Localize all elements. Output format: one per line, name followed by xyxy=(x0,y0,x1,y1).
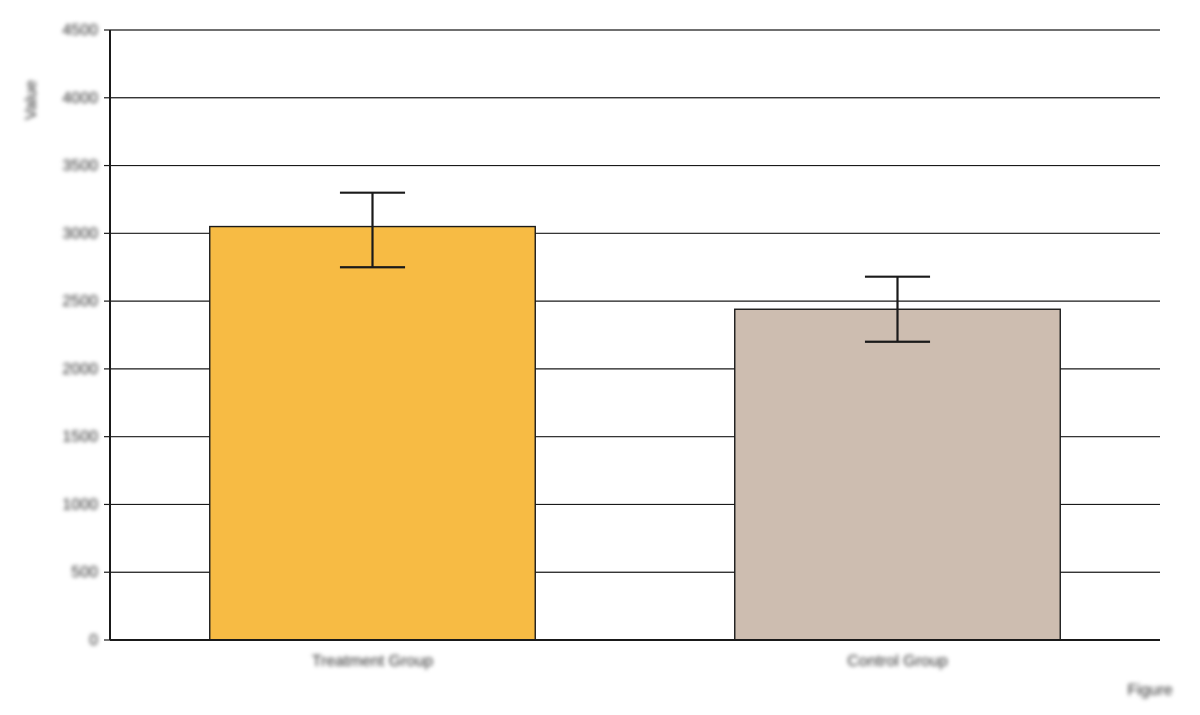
bar-chart: 0 500 1000 1500 2000 2500 3000 3500 4000 4500 Trea… xyxy=(0,0,1200,715)
y-tick-label: 3500 xyxy=(62,158,98,175)
y-tick-label: 500 xyxy=(71,564,98,581)
y-tick-label: 1000 xyxy=(62,496,98,513)
y-tick-label: 2500 xyxy=(62,293,98,310)
x-tick-label: Control Group xyxy=(847,653,948,670)
y-tick-label: 1500 xyxy=(62,429,98,446)
y-tick-label: 4000 xyxy=(62,90,98,107)
bar xyxy=(210,227,536,640)
y-tick-label: 3000 xyxy=(62,225,98,242)
y-axis-title: Value xyxy=(23,80,40,120)
figure-caption: Figure xyxy=(1127,682,1172,699)
x-tick-label: Treatment Group xyxy=(312,653,433,670)
bar xyxy=(735,309,1061,640)
chart-svg: 0 500 1000 1500 2000 2500 3000 3500 4000 4500 Trea… xyxy=(0,0,1200,715)
y-tick-label: 0 xyxy=(89,632,98,649)
y-tick-label: 4500 xyxy=(62,22,98,39)
y-tick-label: 2000 xyxy=(62,361,98,378)
